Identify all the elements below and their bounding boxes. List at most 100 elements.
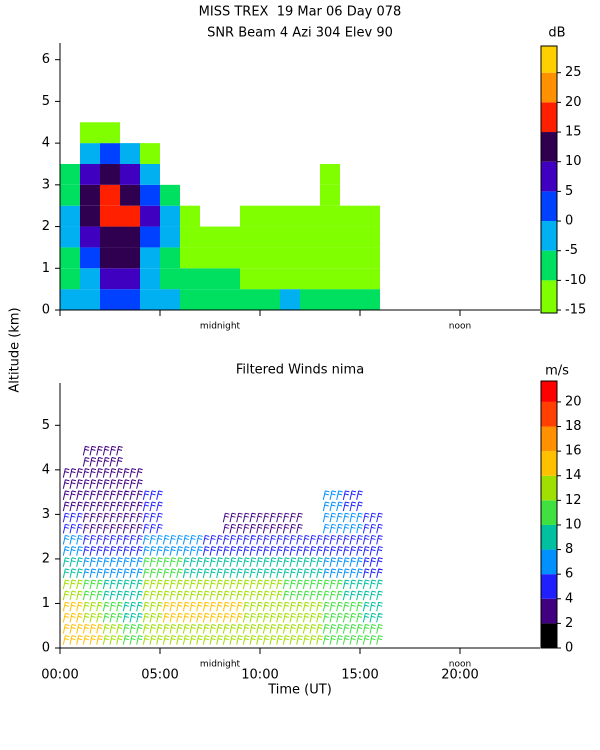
heatmap-cell — [280, 289, 300, 310]
heatmap-cell — [280, 268, 300, 290]
wind-barb — [162, 534, 183, 556]
colorbar-label: m/s — [545, 364, 569, 379]
colorbar-band — [541, 46, 557, 73]
heatmap-cell — [360, 268, 380, 290]
wind-barb — [102, 601, 123, 623]
x-tick-label: 15:00 — [341, 668, 378, 683]
heatmap-cell — [80, 247, 100, 269]
wind-barb — [122, 512, 143, 534]
annotation: midnight — [200, 660, 241, 670]
colorbar-band — [541, 574, 557, 599]
wind-barb — [122, 534, 143, 556]
y-tick-label: 2 — [42, 219, 50, 234]
heatmap-cell — [160, 247, 180, 269]
y-tick-label: 4 — [42, 462, 50, 477]
colorbar-tick-label: 20 — [565, 95, 582, 110]
wind-barb — [202, 579, 223, 601]
wind-barb — [122, 601, 143, 623]
colorbar-band — [541, 598, 557, 624]
colorbar-band — [541, 623, 557, 648]
wind-barb — [302, 534, 323, 556]
heatmap-cell — [260, 226, 280, 248]
heatmap-cell — [80, 122, 100, 144]
wind-barb — [262, 512, 283, 534]
wind-barb — [182, 601, 203, 623]
heatmap-cell — [180, 268, 200, 290]
wind-barb — [102, 490, 123, 512]
heatmap-cell — [80, 268, 100, 290]
wind-barb — [142, 534, 163, 556]
wind-barb — [362, 601, 383, 623]
wind-barb — [142, 557, 163, 578]
heatmap-cell — [320, 268, 340, 290]
colorbar-tick-label: 12 — [565, 493, 582, 508]
heatmap-cell — [120, 143, 140, 164]
wind-barb — [82, 490, 103, 512]
wind-barb — [222, 601, 243, 623]
colorbar-band — [541, 401, 557, 427]
colorbar-band — [541, 451, 557, 476]
heatmap-cell — [100, 247, 120, 269]
colorbar-band — [541, 549, 557, 575]
heatmap-cell — [340, 247, 360, 269]
wind-barb — [282, 579, 303, 601]
wind-barb — [62, 534, 83, 556]
heatmap-cell — [300, 289, 320, 310]
heatmap-cell — [300, 247, 320, 269]
heatmap-cell — [240, 205, 260, 227]
heatmap-cell — [260, 268, 280, 290]
wind-barb — [282, 512, 303, 534]
heatmap-cell — [80, 205, 100, 227]
heatmap-cell — [360, 247, 380, 269]
heatmap-cell — [360, 226, 380, 248]
wind-barb — [342, 601, 363, 623]
heatmap-cell — [360, 205, 380, 227]
heatmap-cell — [180, 289, 200, 310]
heatmap-cell — [340, 289, 360, 310]
wind-barb — [102, 512, 123, 534]
wind-barb — [282, 534, 303, 556]
colorbar-band — [541, 161, 557, 192]
heatmap-cell — [80, 143, 100, 164]
y-axis-label: Altitude (km) — [8, 307, 23, 392]
colorbar-label: dB — [548, 26, 565, 41]
colorbar-band — [541, 280, 557, 313]
wind-barb — [62, 468, 83, 489]
heatmap-cell — [160, 226, 180, 248]
colorbar-tick-label: 2 — [565, 616, 573, 631]
colorbar-band — [541, 524, 557, 550]
wind-barb — [82, 557, 103, 578]
wind-barb — [162, 624, 183, 645]
wind-barb — [202, 557, 223, 578]
colorbar-tick-label: 18 — [565, 419, 582, 434]
heatmap-cell — [320, 226, 340, 248]
wind-barb — [262, 557, 283, 578]
wind-barb — [222, 579, 243, 601]
annotation: noon — [449, 660, 471, 670]
heatmap-cell — [280, 226, 300, 248]
heatmap-cell — [300, 205, 320, 227]
heatmap-cell — [160, 268, 180, 290]
heatmap-cell — [160, 289, 180, 310]
heatmap-cell — [140, 268, 160, 290]
heatmap-cell — [120, 205, 140, 227]
wind-barb — [342, 534, 363, 556]
y-tick-label: 3 — [42, 177, 50, 192]
colorbar-tick-label: 20 — [565, 394, 582, 409]
wind-barb — [302, 601, 323, 623]
wind-barb — [162, 601, 183, 623]
colorbar-tick-label: 10 — [565, 154, 582, 169]
wind-barb — [62, 512, 83, 534]
wind-barb — [62, 624, 83, 645]
heatmap-cell — [140, 289, 160, 310]
wind-barb — [362, 624, 383, 645]
heatmap-cell — [320, 247, 340, 269]
wind-barb — [102, 624, 123, 645]
heatmap-cell — [300, 268, 320, 290]
wind-barb — [202, 534, 223, 556]
wind-barb — [162, 557, 183, 578]
heatmap-cell — [100, 289, 120, 310]
heatmap-cell — [220, 268, 240, 290]
colorbar-frame — [540, 45, 558, 314]
heatmap-cell — [320, 289, 340, 310]
